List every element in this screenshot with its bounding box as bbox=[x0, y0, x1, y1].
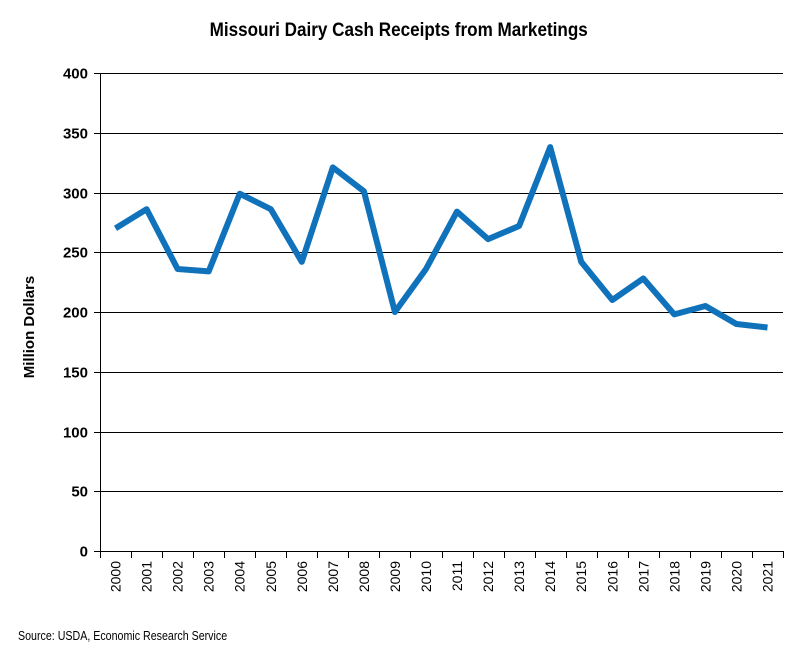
x-tick-label: 2008 bbox=[356, 561, 372, 592]
series-line bbox=[113, 144, 768, 331]
y-tick-label: 350 bbox=[63, 126, 88, 143]
x-tick-labels: 2000 2001 2002 2003 2004 2005 2006 2007 2008 2009… bbox=[108, 561, 776, 592]
y-tick-label: 200 bbox=[63, 305, 88, 322]
chart-title: Missouri Dairy Cash Receipts from Market… bbox=[209, 20, 588, 41]
y-tick-label: 400 bbox=[63, 66, 88, 83]
y-tick-label: 0 bbox=[80, 544, 88, 561]
gridlines bbox=[100, 73, 783, 492]
x-tick-label: 2017 bbox=[635, 561, 651, 592]
axes bbox=[94, 73, 784, 558]
x-tick-label: 2010 bbox=[418, 561, 434, 592]
x-tick-label: 2013 bbox=[511, 561, 527, 592]
y-tick-label: 250 bbox=[63, 245, 88, 262]
x-tick-label: 2015 bbox=[573, 561, 589, 592]
x-tick-label: 2019 bbox=[697, 561, 713, 592]
y-tick-label: 300 bbox=[63, 186, 88, 203]
y-axis-title: Million Dollars bbox=[21, 276, 38, 379]
x-tick-label: 2012 bbox=[480, 561, 496, 592]
x-tick-label: 2018 bbox=[666, 561, 682, 592]
x-tick-label: 2000 bbox=[108, 561, 124, 592]
x-tick-label: 2011 bbox=[449, 561, 465, 591]
x-tick-label: 2002 bbox=[170, 561, 186, 592]
x-tick-label: 2003 bbox=[201, 561, 217, 592]
x-tick-label: 2007 bbox=[325, 561, 341, 592]
source-note: Source: USDA, Economic Research Service bbox=[18, 628, 228, 643]
x-tick-label: 2020 bbox=[728, 561, 744, 592]
x-tick-label: 2009 bbox=[387, 561, 403, 592]
y-tick-label: 150 bbox=[63, 365, 88, 382]
x-tick-label: 2004 bbox=[232, 561, 248, 592]
x-tick-label: 2005 bbox=[263, 561, 279, 592]
x-tick-label: 2021 bbox=[759, 561, 775, 592]
x-tick-label: 2014 bbox=[542, 561, 558, 592]
y-tick-label: 100 bbox=[63, 425, 88, 442]
x-tick-label: 2001 bbox=[139, 561, 155, 592]
x-tick-label: 2006 bbox=[294, 561, 310, 592]
y-tick-label: 50 bbox=[71, 484, 88, 501]
x-tick-label: 2016 bbox=[604, 561, 620, 592]
y-tick-labels: 0 50 100 150 200 250 300 350 400 bbox=[63, 66, 88, 561]
